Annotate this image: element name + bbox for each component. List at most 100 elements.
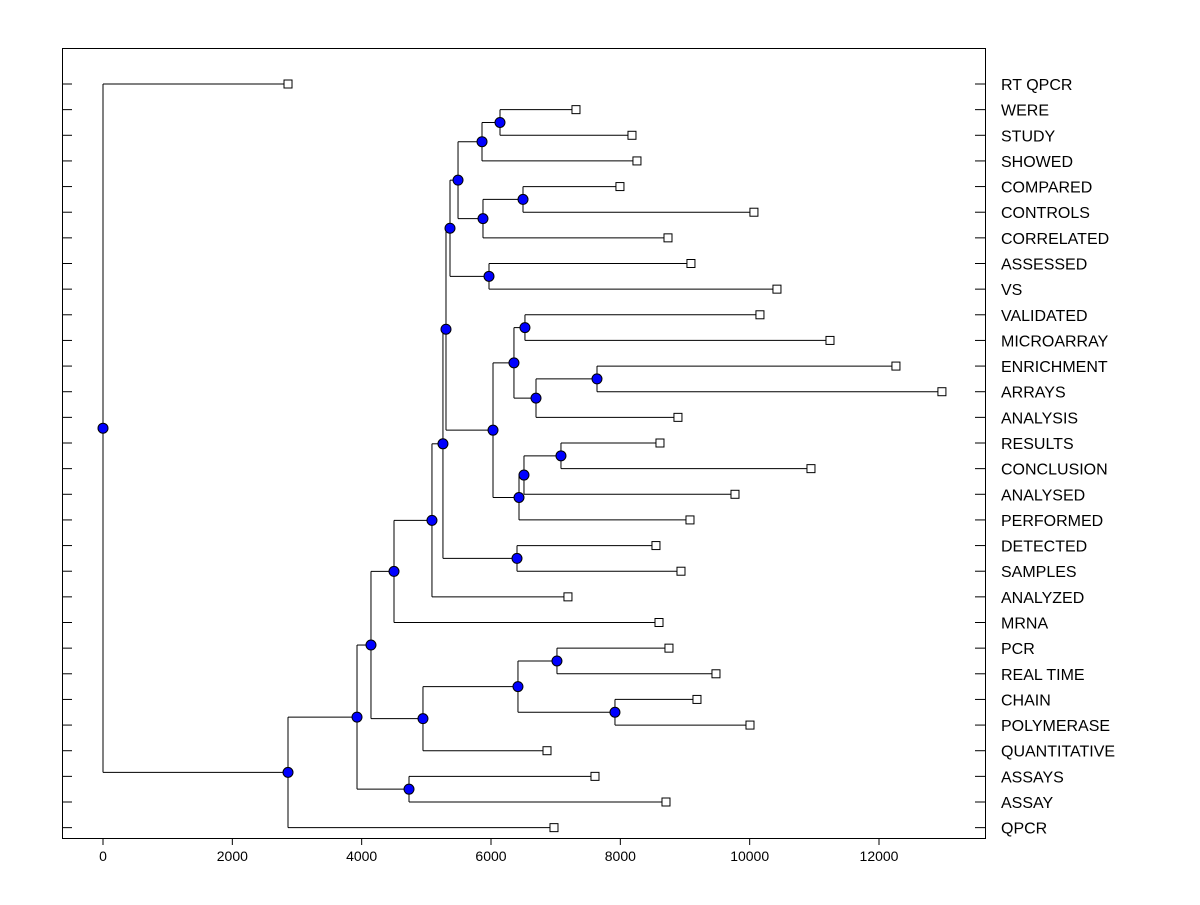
merge-node [555,450,567,462]
leaf-node [651,541,661,551]
leaf-label: ARRAYS [1001,385,1066,402]
x-tick-label: 4000 [346,848,377,864]
merge-node [530,392,542,404]
leaf-label: CHAIN [1001,692,1051,709]
leaf-label: REAL TIME [1001,667,1085,684]
leaf-label: VALIDATED [1001,308,1088,325]
leaf-node [663,233,673,243]
leaf-node [730,489,740,499]
leaf-label: ANALYZED [1001,590,1084,607]
leaf-label: ASSAY [1001,795,1054,812]
leaf-node [661,797,671,807]
leaf-node [749,207,759,217]
leaf-node [806,464,816,474]
leaf-node [686,259,696,268]
leaf-label: ANALYSED [1001,487,1085,504]
leaf-label: SAMPLES [1001,564,1077,581]
leaf-node [571,105,581,115]
leaf-label: POLYMERASE [1001,718,1110,735]
merge-node [388,565,400,577]
leaf-node [283,79,293,89]
merge-node [437,438,449,450]
leaf-label: VS [1001,282,1022,299]
leaf-node [673,412,683,422]
leaf-node [549,823,559,833]
leaf-node [825,335,835,345]
merge-node [97,422,109,434]
leaf-labels: RT QPCR WERE STUDY SHOWED COMPARED CONTROLS CO… [1001,77,1115,838]
leaf-label: ANALYSIS [1001,410,1078,427]
leaf-label: RESULTS [1001,436,1074,453]
merge-node [365,639,377,651]
leaf-label: COMPARED [1001,180,1092,197]
merge-node [426,514,438,526]
merge-node [403,783,415,795]
leaf-label: QPCR [1001,821,1047,838]
dendrogram-nodes [97,79,947,833]
leaf-label: MICROARRAY [1001,333,1109,350]
leaf-node [692,694,702,704]
merge-node [591,373,603,385]
leaf-node [937,387,947,397]
leaf-label: STUDY [1001,128,1056,145]
x-tick-label: 8000 [605,848,636,864]
x-tick-label: 12000 [860,848,899,864]
leaf-label: RT QPCR [1001,77,1072,94]
leaf-label: CONTROLS [1001,205,1090,222]
leaf-label: QUANTITATIVE [1001,744,1115,761]
merge-node [444,222,456,234]
merge-node [518,469,530,481]
merge-node [351,711,363,723]
leaf-node [755,310,765,320]
merge-node [508,357,520,369]
merge-node [440,323,452,335]
leaf-label: ENRICHMENT [1001,359,1108,376]
leaf-label: PERFORMED [1001,513,1103,530]
leaf-node [632,156,642,166]
leaf-label: CORRELATED [1001,231,1109,248]
merge-node [477,213,489,225]
merge-node [551,655,563,667]
leaf-node [676,566,686,576]
leaf-label: ASSESSED [1001,257,1087,274]
merge-node [609,706,621,718]
leaf-node [655,438,665,448]
leaf-node [627,130,637,140]
plot-frame [62,48,986,839]
merge-node [483,270,495,282]
leaf-label: PCR [1001,641,1035,658]
leaf-node [664,643,674,653]
x-tick-label: 6000 [475,848,506,864]
merge-node [513,491,525,503]
leaf-node [772,284,782,294]
leaf-node [891,361,901,371]
merge-node [282,766,294,778]
merge-node [452,174,464,186]
merge-node [494,116,506,128]
leaf-node [654,618,664,627]
merge-node [517,193,529,205]
merge-node [487,424,499,436]
leaf-node [685,515,695,525]
merge-node [512,681,524,693]
x-axis: 0 2000 4000 6000 8000 10000 12000 [99,838,899,864]
merge-node [417,713,429,725]
leaf-node [590,771,600,781]
x-tick-label: 10000 [730,848,769,864]
leaf-label: DETECTED [1001,539,1087,556]
x-tick-label: 0 [99,848,107,864]
leaf-node [542,746,552,756]
leaf-label: SHOWED [1001,154,1073,171]
leaf-node [615,182,625,192]
leaf-node [745,720,755,730]
x-tick-label: 2000 [217,848,248,864]
leaf-label: ASSAYS [1001,769,1064,786]
merge-node [511,552,523,564]
leaf-label: CONCLUSION [1001,462,1108,479]
leaf-label: WERE [1001,103,1049,120]
leaf-node [711,669,721,679]
merge-node [519,322,531,334]
y-ticks [62,83,985,829]
leaf-label: MRNA [1001,616,1048,633]
